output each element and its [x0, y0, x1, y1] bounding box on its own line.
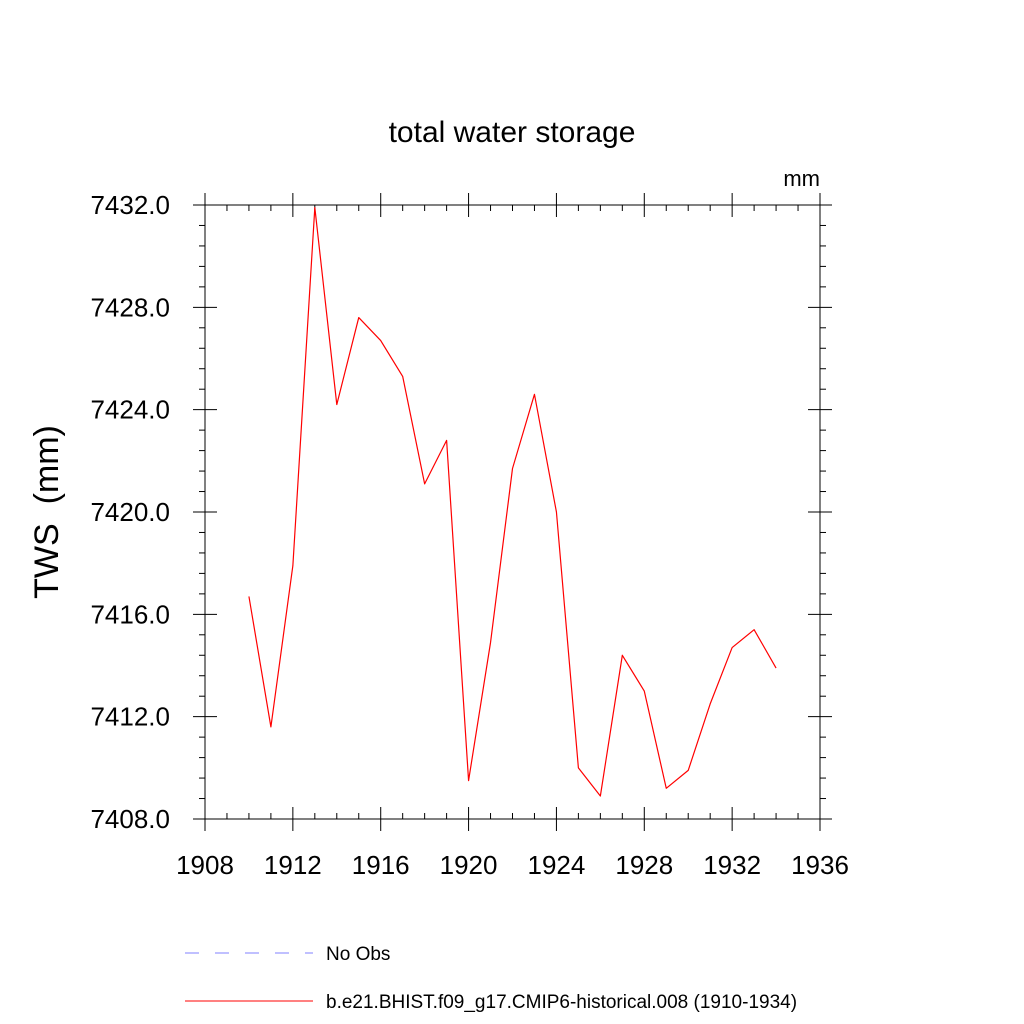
axis-ticks	[193, 193, 832, 831]
x-tick-label: 1928	[615, 850, 673, 880]
axis-tick-labels: 1908 1912 1916 1920 1924 1928 1932 1936 7408.0 74…	[90, 190, 848, 880]
x-tick-label: 1912	[264, 850, 322, 880]
x-tick-label: 1908	[176, 850, 234, 880]
series-lines	[248, 206, 777, 797]
y-tick-label: 7432.0	[90, 190, 170, 220]
x-tick-label: 1916	[352, 850, 410, 880]
x-tick-label: 1924	[528, 850, 586, 880]
series-line	[248, 206, 777, 797]
y-tick-label: 7412.0	[90, 702, 170, 732]
y-tick-label: 7428.0	[90, 292, 170, 322]
plot-frame	[204, 204, 821, 820]
legend-label: No Obs	[326, 944, 390, 965]
y-tick-label: 7408.0	[90, 804, 170, 834]
x-tick-label: 1936	[791, 850, 849, 880]
chart-title: total water storage	[389, 116, 636, 149]
y-tick-label: 7420.0	[90, 497, 170, 527]
legend: No Obs b.e21.BHIST.f09_g17.CMIP6-historic…	[185, 944, 797, 1013]
x-tick-label: 1920	[440, 850, 498, 880]
y-axis-label: TWS (mm)	[28, 425, 66, 599]
y-tick-label: 7424.0	[90, 395, 170, 425]
units-label: mm	[783, 166, 820, 191]
legend-label: b.e21.BHIST.f09_g17.CMIP6-historical.008…	[326, 992, 797, 1013]
y-tick-label: 7416.0	[90, 599, 170, 629]
x-tick-label: 1932	[703, 850, 761, 880]
